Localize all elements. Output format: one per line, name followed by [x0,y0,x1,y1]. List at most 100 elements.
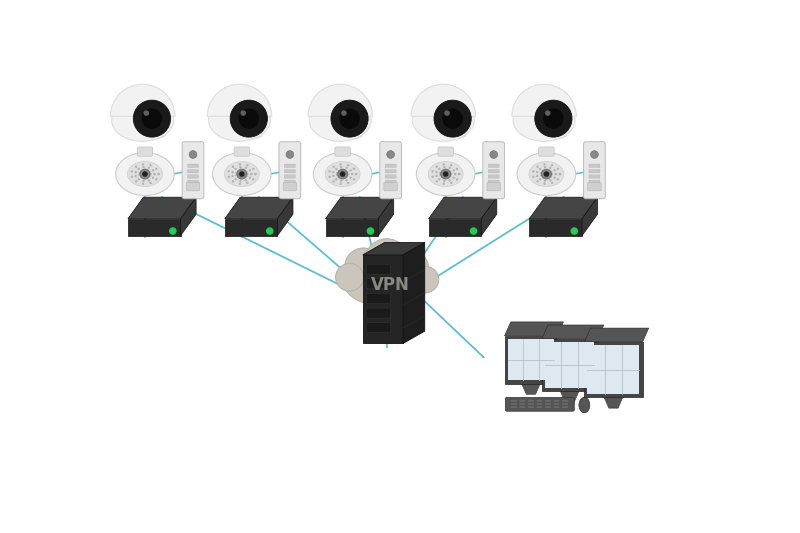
Circle shape [351,173,354,175]
Circle shape [338,169,347,179]
FancyBboxPatch shape [510,402,517,405]
Circle shape [386,151,394,158]
Wedge shape [308,84,373,116]
FancyBboxPatch shape [488,180,499,184]
Circle shape [550,179,551,181]
Circle shape [543,163,546,166]
FancyBboxPatch shape [589,180,600,184]
Polygon shape [542,339,598,391]
FancyBboxPatch shape [488,169,499,173]
Circle shape [439,174,442,176]
Polygon shape [362,255,403,343]
Circle shape [149,175,150,177]
Circle shape [238,163,241,166]
Circle shape [345,248,382,285]
Circle shape [339,163,342,166]
FancyBboxPatch shape [545,406,551,408]
Circle shape [142,163,144,166]
Polygon shape [181,197,196,236]
Polygon shape [604,398,622,408]
Circle shape [143,177,146,179]
Circle shape [456,178,458,181]
Circle shape [450,173,452,175]
Circle shape [150,164,152,166]
FancyBboxPatch shape [487,182,501,191]
Circle shape [353,178,355,181]
FancyBboxPatch shape [488,164,499,167]
Circle shape [442,182,445,185]
Circle shape [557,168,559,170]
Polygon shape [403,243,425,343]
Wedge shape [110,84,175,116]
FancyBboxPatch shape [589,185,600,189]
Circle shape [254,173,257,175]
Circle shape [554,173,557,175]
FancyBboxPatch shape [335,147,350,156]
Circle shape [444,110,450,116]
Circle shape [142,109,162,129]
Circle shape [252,178,254,181]
FancyBboxPatch shape [138,147,153,156]
Circle shape [453,169,455,172]
Circle shape [536,175,538,177]
Circle shape [333,180,335,183]
Circle shape [340,171,346,177]
Circle shape [249,169,251,172]
Circle shape [143,169,146,171]
Circle shape [239,180,242,182]
Ellipse shape [344,260,430,306]
Circle shape [450,173,452,175]
Circle shape [250,173,253,175]
Circle shape [571,228,578,234]
FancyBboxPatch shape [384,182,398,191]
Circle shape [341,110,346,116]
Circle shape [246,182,249,184]
Circle shape [450,164,453,166]
Circle shape [544,171,549,177]
Circle shape [140,169,150,179]
Ellipse shape [429,132,466,139]
FancyBboxPatch shape [506,398,574,411]
Circle shape [532,170,534,173]
Circle shape [246,164,249,166]
Circle shape [540,174,542,176]
Ellipse shape [310,99,371,141]
FancyBboxPatch shape [527,402,534,405]
Circle shape [551,182,553,184]
FancyBboxPatch shape [510,399,517,402]
Circle shape [246,175,248,177]
Circle shape [189,151,197,158]
FancyBboxPatch shape [538,147,554,156]
Circle shape [540,172,542,174]
Polygon shape [482,197,497,236]
Ellipse shape [326,132,362,139]
FancyBboxPatch shape [519,402,526,405]
Polygon shape [225,219,278,236]
Circle shape [443,166,446,168]
Circle shape [336,174,338,176]
FancyBboxPatch shape [584,142,606,199]
Circle shape [536,166,538,168]
Circle shape [543,182,546,185]
Ellipse shape [224,161,259,187]
Circle shape [245,179,247,181]
Circle shape [539,168,542,170]
Circle shape [431,170,434,173]
Circle shape [152,176,154,179]
Polygon shape [522,384,540,394]
Polygon shape [545,342,594,388]
Circle shape [143,110,149,116]
Circle shape [232,180,234,183]
FancyBboxPatch shape [385,185,396,189]
Circle shape [238,182,241,185]
Circle shape [449,167,450,169]
Circle shape [435,171,438,173]
FancyBboxPatch shape [553,406,560,408]
Circle shape [554,173,557,175]
Circle shape [542,176,544,178]
Circle shape [335,178,338,180]
Polygon shape [587,345,639,394]
Ellipse shape [517,152,576,196]
FancyBboxPatch shape [562,402,568,405]
Ellipse shape [412,99,474,141]
